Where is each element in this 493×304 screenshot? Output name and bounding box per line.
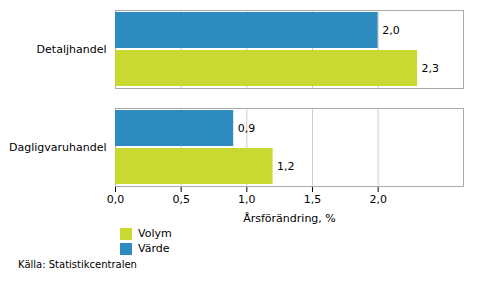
svg-text:0,0: 0,0 — [107, 193, 125, 206]
svg-text:1,0: 1,0 — [238, 193, 256, 206]
svg-text:0,9: 0,9 — [238, 122, 256, 135]
svg-text:1,2: 1,2 — [277, 160, 295, 173]
svg-text:2,0: 2,0 — [369, 193, 387, 206]
html-text:Volym: Volym — [138, 227, 172, 240]
svg-text:1,5: 1,5 — [304, 193, 322, 206]
svg-text:2,0: 2,0 — [382, 24, 400, 37]
svg-text:Årsförändring, %: Årsförändring, % — [243, 212, 336, 225]
html-text:Värde: Värde — [138, 242, 170, 255]
svg-text:Detaljhandel: Detaljhandel — [37, 43, 107, 56]
svg-text:2,3: 2,3 — [422, 62, 440, 75]
svg-text:0,5: 0,5 — [172, 193, 190, 206]
html-text:Källa: Statistikcentralen: Källa: Statistikcentralen — [18, 259, 137, 270]
svg-text:Dagligvaruhandel: Dagligvaruhandel — [9, 141, 107, 154]
